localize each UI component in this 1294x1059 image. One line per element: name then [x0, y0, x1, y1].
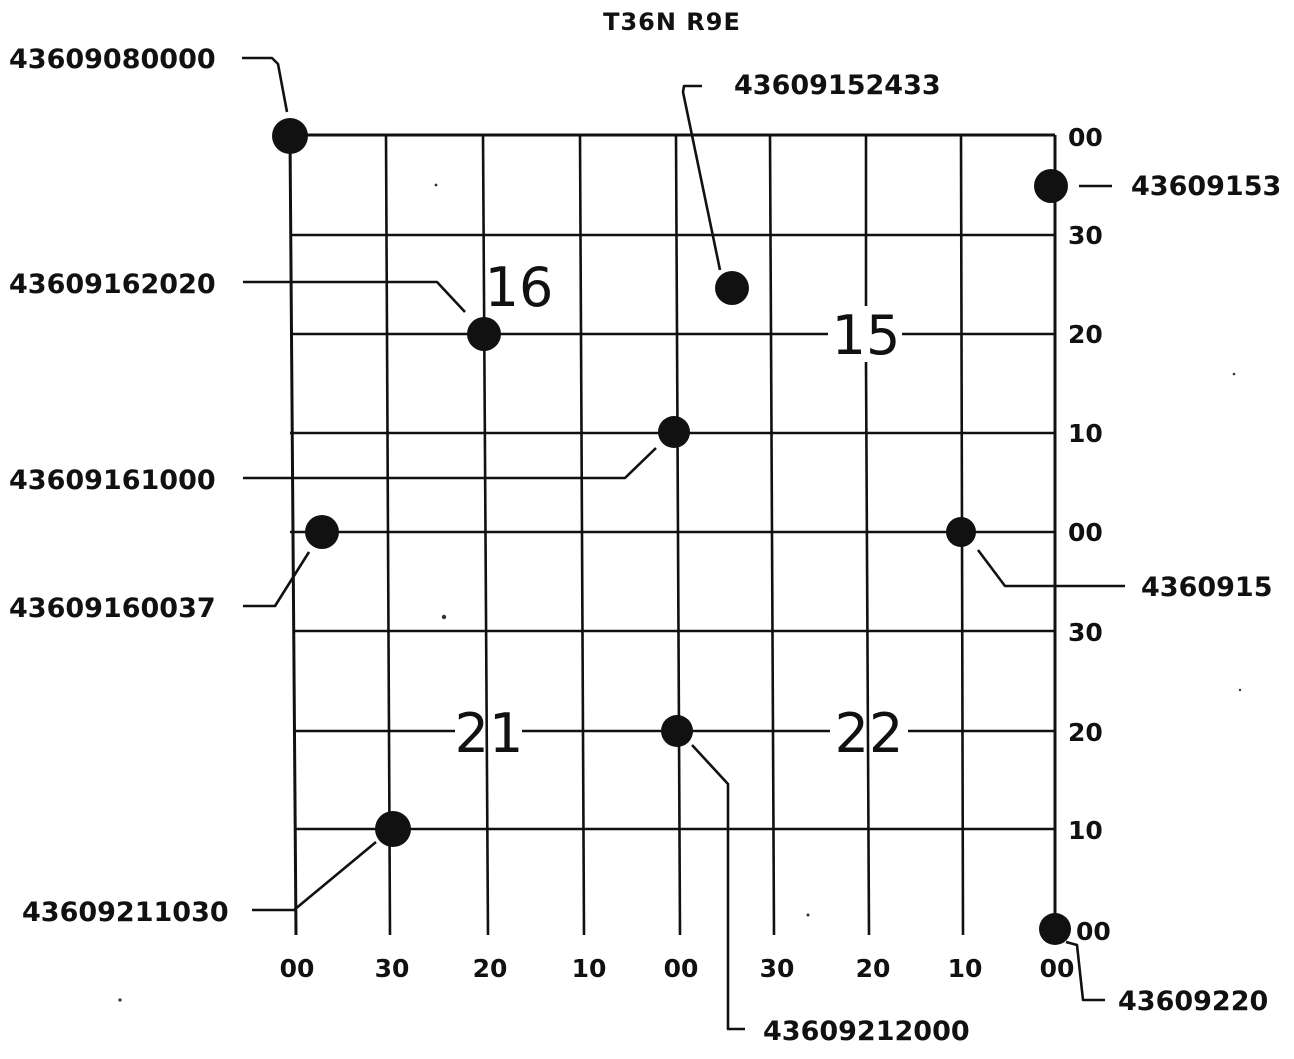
well-labels: 43609080000 43609152433 43609153 4360916…: [9, 44, 1281, 1047]
well-marker-43609160037[interactable]: [305, 515, 339, 549]
well-marker-4360915[interactable]: [946, 517, 976, 547]
leader-line-43609152433: [681, 84, 722, 271]
scan-speck: [441, 614, 447, 620]
section-label-22: 22: [835, 702, 904, 765]
leader-line-43609160037: [243, 551, 311, 608]
leader-line-43609162020: [243, 280, 466, 313]
right-tick-label: 00: [1068, 123, 1103, 152]
scan-specks: [118, 183, 1242, 1002]
right-tick-label: 10: [1068, 816, 1103, 845]
leader-lines: [242, 56, 1125, 1031]
scan-speck: [118, 998, 122, 1002]
well-label-43609080000: 43609080000: [9, 44, 216, 75]
well-label-43609152433: 43609152433: [734, 70, 941, 101]
section-label-21: 21: [455, 702, 524, 765]
well-marker-43609162020[interactable]: [467, 317, 501, 351]
bottom-tick-label: 00: [1040, 954, 1075, 983]
right-tick-label: 10: [1068, 419, 1103, 448]
right-tick-label: 20: [1068, 718, 1103, 747]
right-tick-label: 30: [1068, 221, 1103, 250]
well-marker-43609212000[interactable]: [661, 715, 693, 747]
well-marker-43609220[interactable]: [1039, 913, 1071, 945]
well-label-43609211030: 43609211030: [22, 897, 229, 928]
leader-line-43609220: [1065, 940, 1105, 1002]
right-tick-label: 30: [1068, 618, 1103, 647]
bottom-tick-label: 20: [473, 954, 508, 983]
right-tick-label: 20: [1068, 320, 1103, 349]
scan-speck: [1238, 688, 1242, 692]
well-marker-43609080000[interactable]: [272, 118, 308, 154]
bottom-ticks: 00 30 20 10 00 30 20 10 00: [280, 954, 1075, 983]
grid-line-v-4: [674, 134, 682, 936]
bottom-tick-label: 10: [948, 954, 983, 983]
map-title: T36N R9E: [603, 8, 741, 36]
section-label-15: 15: [832, 304, 901, 367]
grid-line-v-2: [481, 134, 490, 936]
grid-line-v-5: [768, 134, 776, 936]
well-marker-43609153[interactable]: [1034, 169, 1068, 203]
right-tick-label: 00: [1068, 518, 1103, 547]
grid: [288, 133, 1057, 936]
well-label-43609212000: 43609212000: [763, 1016, 970, 1047]
grid-line-v-0: [288, 134, 298, 936]
well-label-43609160037: 43609160037: [9, 593, 216, 624]
well-label-43609153: 43609153: [1131, 171, 1281, 202]
well-label-4360915: 4360915: [1141, 572, 1273, 603]
well-markers: [272, 118, 1071, 945]
leader-line-43609080000: [242, 56, 289, 113]
section-label-16: 16: [485, 256, 554, 319]
bottom-tick-label: 00: [280, 954, 315, 983]
bottom-tick-label: 20: [856, 954, 891, 983]
scan-speck: [434, 183, 438, 187]
grid-line-v-6b: [864, 361, 871, 936]
well-marker-43609211030[interactable]: [375, 811, 411, 847]
bottom-tick-label: 30: [760, 954, 795, 983]
well-marker-43609161000[interactable]: [658, 416, 690, 448]
leader-line-43609211030: [252, 840, 377, 912]
bottom-tick-label: 00: [664, 954, 699, 983]
grid-line-v-1: [384, 134, 392, 936]
well-label-43609162020: 43609162020: [9, 269, 216, 300]
right-tick-label: 00: [1076, 917, 1111, 946]
grid-line-v-3: [578, 134, 586, 936]
scan-speck: [1232, 372, 1236, 376]
bottom-tick-label: 10: [572, 954, 607, 983]
leader-line-4360915: [976, 549, 1125, 588]
well-marker-43609152433[interactable]: [715, 271, 749, 305]
well-label-43609220: 43609220: [1118, 986, 1268, 1017]
scan-speck: [806, 913, 810, 917]
bottom-tick-label: 30: [375, 954, 410, 983]
leader-line-43609212000: [691, 744, 745, 1031]
well-label-43609161000: 43609161000: [9, 465, 216, 496]
right-ticks: 00 30 20 10 00 30 20 10 00: [1068, 123, 1111, 946]
leader-line-43609161000: [243, 447, 657, 480]
